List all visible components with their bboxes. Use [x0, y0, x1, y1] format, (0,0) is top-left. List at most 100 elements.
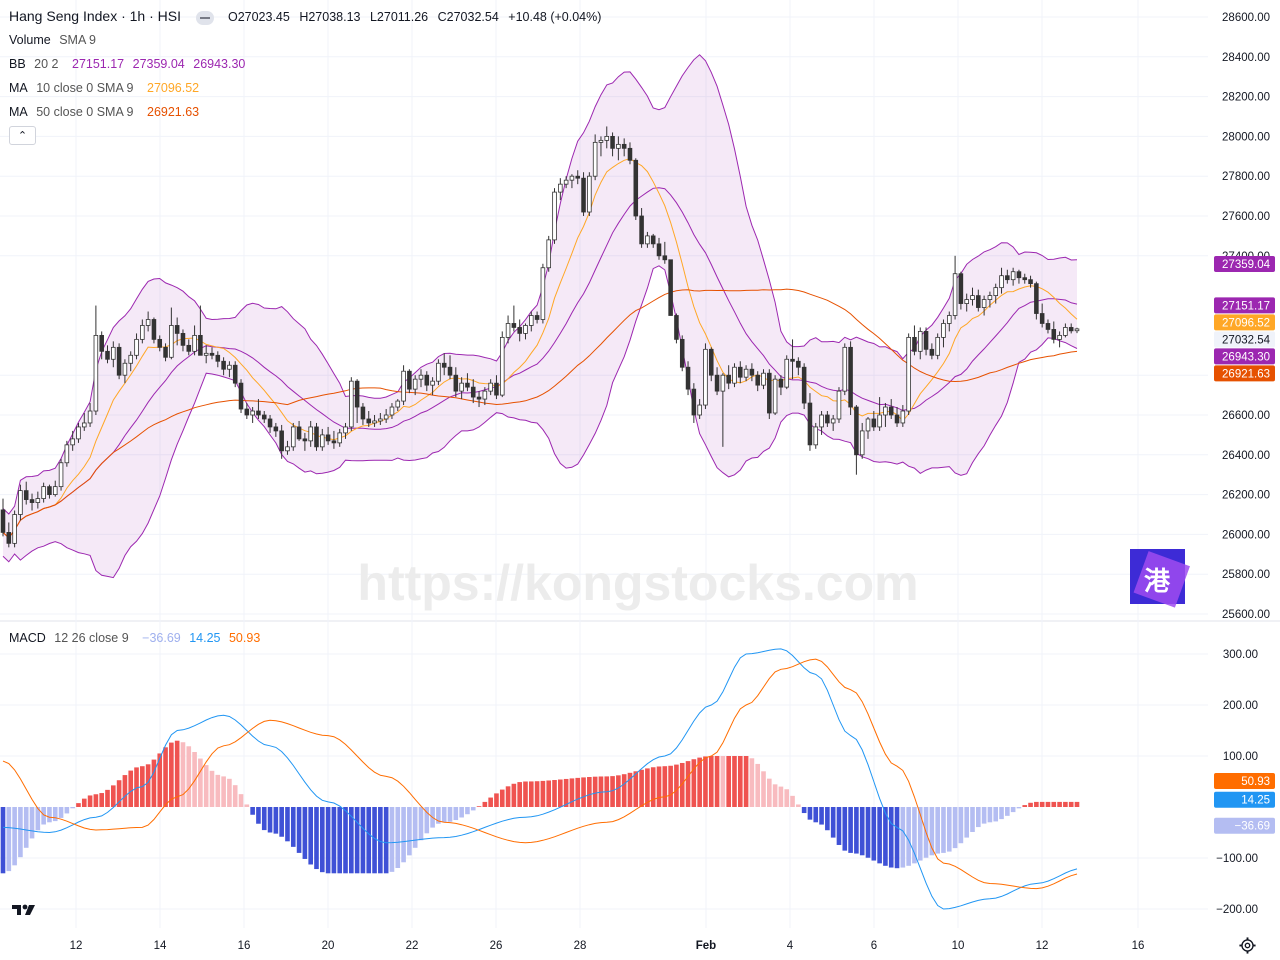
macd-hist-bar: [151, 759, 157, 807]
time-axis-tick-label: 12: [70, 940, 83, 952]
price-label: 27032.54: [1222, 334, 1271, 346]
candle-body: [1010, 271, 1016, 281]
macd-hist-bar: [244, 804, 250, 807]
tradingview-logo-icon[interactable]: [10, 900, 38, 920]
macd-hist-bar: [476, 806, 482, 807]
candle-body: [389, 406, 395, 416]
macd-hist-bar: [29, 807, 35, 839]
candle-body: [708, 348, 714, 376]
ma50-line: [2, 288, 1078, 539]
candle-body: [29, 499, 35, 503]
macd-hist-bar: [610, 776, 615, 807]
macd-hist-bar: [174, 740, 180, 807]
candle-body: [505, 323, 511, 338]
svg-text:港: 港: [1144, 567, 1171, 597]
macd-hist-bar: [737, 756, 743, 807]
price-label-bg: [1214, 255, 1275, 272]
macd-hist-bar: [227, 778, 232, 807]
candle-body: [703, 348, 708, 406]
symbol-title[interactable]: Hang Seng Index · 1h · HSI: [9, 8, 181, 24]
macd-hist-bar: [325, 807, 331, 874]
macd-hist-bar: [6, 807, 12, 872]
macd-hist-bar: [650, 767, 656, 807]
time-axis-tick-label: 6: [871, 940, 877, 952]
macd-hist-bar: [319, 807, 325, 873]
macd-hist-bar: [267, 807, 273, 833]
candle-body: [465, 382, 470, 388]
macd-hist-bar: [418, 807, 424, 841]
candle-body: [401, 370, 406, 402]
macd-hist-bar: [157, 753, 163, 807]
macd-hist-bar: [290, 807, 296, 847]
macd-label: 14.25: [1241, 795, 1270, 807]
macd-hist-bar: [401, 807, 406, 863]
candle-body: [1016, 271, 1022, 279]
macd-hist-bar: [534, 781, 540, 807]
candle-body: [87, 410, 93, 424]
candle-body: [441, 362, 447, 368]
volume-legend[interactable]: Volume SMA 9: [9, 32, 101, 48]
candle-body: [784, 358, 790, 388]
ma10-name: MA: [9, 81, 28, 95]
macd-hist-bar: [906, 807, 911, 866]
candle-body: [314, 426, 319, 448]
bb-legend[interactable]: BB 20 2 27151.17 27359.04 26943.30: [9, 56, 250, 72]
macd-hist-bar: [378, 807, 383, 874]
candle-body: [482, 390, 488, 400]
macd-hist-bar: [372, 807, 377, 874]
candle-body: [412, 378, 418, 390]
macd-hist-bar: [975, 807, 981, 828]
time-axis-tick-label: Feb: [696, 940, 716, 952]
candle-body: [935, 336, 940, 356]
macd-hist-bar: [749, 758, 755, 807]
macd-hist-bar: [41, 807, 46, 825]
candle-body: [987, 295, 993, 300]
candle-body: [691, 388, 697, 416]
gear-icon[interactable]: [1239, 937, 1256, 954]
macd-hist-bar: [215, 774, 221, 807]
macd-hist-bar: [343, 807, 348, 874]
candle-body: [581, 177, 586, 213]
candle-body: [563, 179, 569, 185]
candle-body: [453, 374, 459, 392]
candle-body: [598, 139, 604, 143]
price-label: 27151.17: [1222, 300, 1270, 312]
eye-icon[interactable]: [196, 10, 215, 25]
macd-hist-bar: [528, 781, 534, 807]
candle-body: [407, 370, 412, 390]
candle-body: [470, 386, 476, 398]
candle-body: [825, 414, 830, 424]
macd-hist-bar: [447, 807, 453, 822]
candle-body: [970, 295, 975, 300]
candle-body: [198, 334, 203, 356]
candle-body: [726, 374, 731, 384]
candle-body: [859, 430, 865, 456]
candle-body: [1057, 334, 1062, 340]
macd-hist-bar: [952, 807, 958, 849]
macd-hist-bar: [691, 759, 697, 807]
price-label: 26943.30: [1222, 351, 1270, 363]
candle-body: [917, 331, 923, 352]
time-axis-tick-label: 16: [1132, 940, 1145, 952]
candle-body: [842, 346, 848, 392]
macd-label-bg: [1214, 817, 1275, 834]
candle-body: [517, 327, 522, 334]
macd-hist-bar: [888, 807, 894, 868]
candle-body: [273, 426, 279, 432]
candle-body: [395, 400, 401, 408]
macd-hist-bar: [917, 807, 923, 861]
macd-hist-bar: [407, 807, 412, 856]
collapse-legend-button[interactable]: ⌃: [9, 126, 36, 145]
bb-lower-line: [2, 265, 1078, 579]
macd-hist-bar: [279, 807, 284, 837]
candle-body: [232, 364, 238, 384]
macd-hist-bar: [470, 807, 476, 811]
ma10-legend[interactable]: MA 10 close 0 SMA 9 27096.52: [9, 80, 204, 96]
ma50-legend[interactable]: MA 50 close 0 SMA 9 26921.63: [9, 104, 204, 120]
bb-basis: 27151.17: [72, 57, 125, 71]
candle-body: [511, 323, 517, 328]
candle-body: [958, 273, 964, 304]
macd-legend[interactable]: MACD 12 26 close 9 −36.69 14.25 50.93: [9, 630, 265, 646]
macd-params: 12 26 close 9: [54, 631, 129, 645]
